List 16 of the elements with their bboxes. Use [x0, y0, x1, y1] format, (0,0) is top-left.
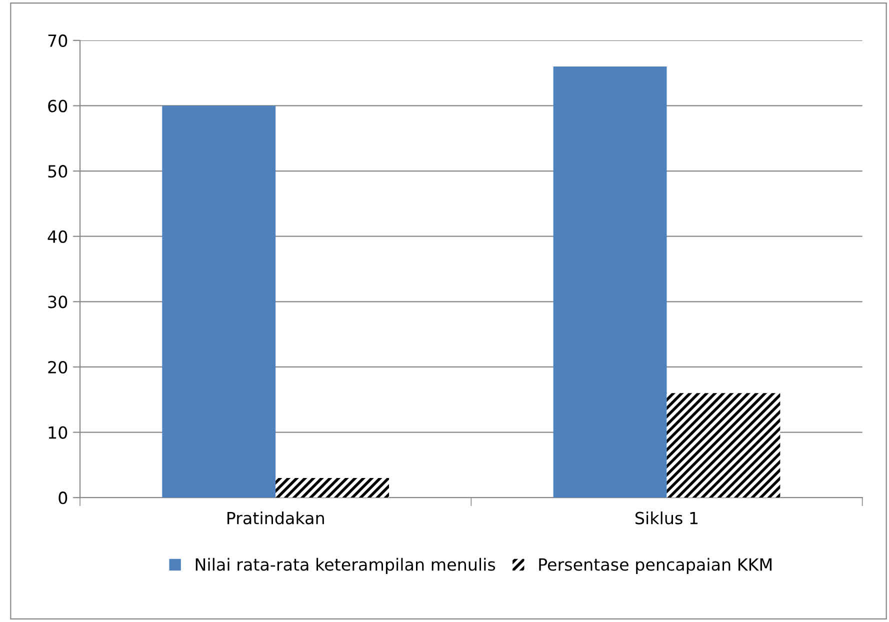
x-tick-label: Siklus 1 [636, 511, 698, 524]
legend-label: Persentase pencapaian KKM [539, 558, 772, 574]
bar [553, 66, 667, 498]
y-tick-label: 50 [48, 165, 68, 178]
y-tick-label: 20 [48, 360, 68, 374]
y-tick-label: 10 [48, 426, 68, 439]
bar [276, 478, 390, 498]
bar [666, 393, 780, 498]
y-tick-label: 70 [48, 34, 68, 47]
legend-label: Nilai rata-rata keterampilan menulis [196, 558, 496, 574]
bar [162, 106, 276, 498]
y-tick-label: 40 [48, 230, 68, 243]
y-tick-label: 60 [48, 100, 68, 112]
x-tick-label: Pratindakan [227, 511, 324, 524]
y-tick-label: 0 [58, 492, 68, 504]
y-tick-label: 30 [48, 296, 68, 308]
